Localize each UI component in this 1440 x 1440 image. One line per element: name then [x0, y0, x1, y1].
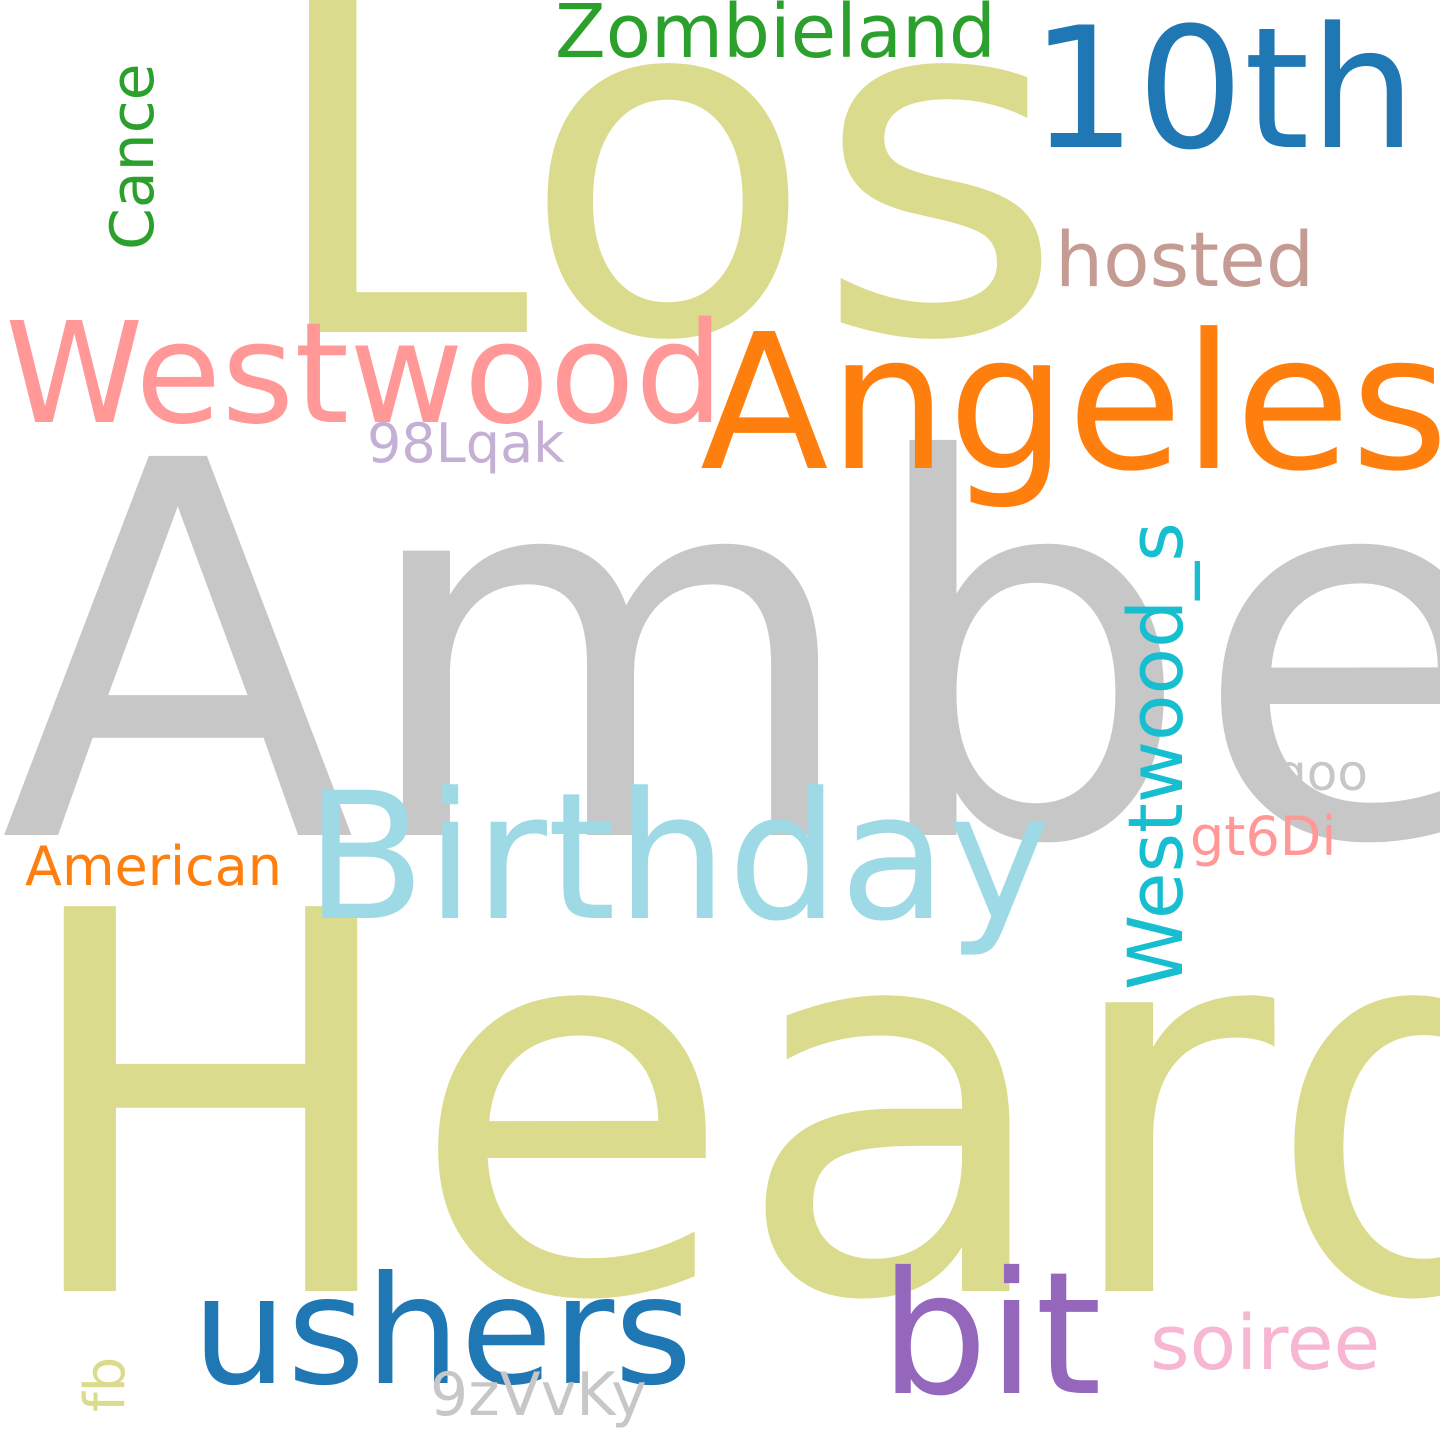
word-birthday: Birthday [305, 755, 1052, 960]
word-zombieland: Zombieland [555, 0, 996, 75]
word-angeles: Angeles [700, 294, 1440, 513]
word-bit: bit [880, 1236, 1102, 1434]
word-los: Los [262, 0, 1065, 446]
word-hosted: hosted [1055, 215, 1315, 304]
word-fb: fb [73, 1356, 138, 1412]
word-american: American [25, 835, 282, 898]
word-ushers: ushers [192, 1245, 693, 1419]
word-98lqak: 98Lqak [367, 412, 565, 475]
word-9zvvky: 9zVvKy [430, 1360, 647, 1430]
word-cance: Cance [98, 63, 168, 250]
word-gt6di: gt6Di [1190, 805, 1337, 868]
word-westwood-s: Westwood_s [1111, 522, 1200, 990]
word-westwood: Westwood [5, 293, 724, 456]
word-amber: Amber [0, 352, 1440, 958]
word-goo: goo [1275, 744, 1368, 802]
word-10th: 10th [1030, 0, 1417, 187]
word-heard: Heard [12, 801, 1440, 1416]
word-soiree: soiree [1150, 1298, 1381, 1387]
